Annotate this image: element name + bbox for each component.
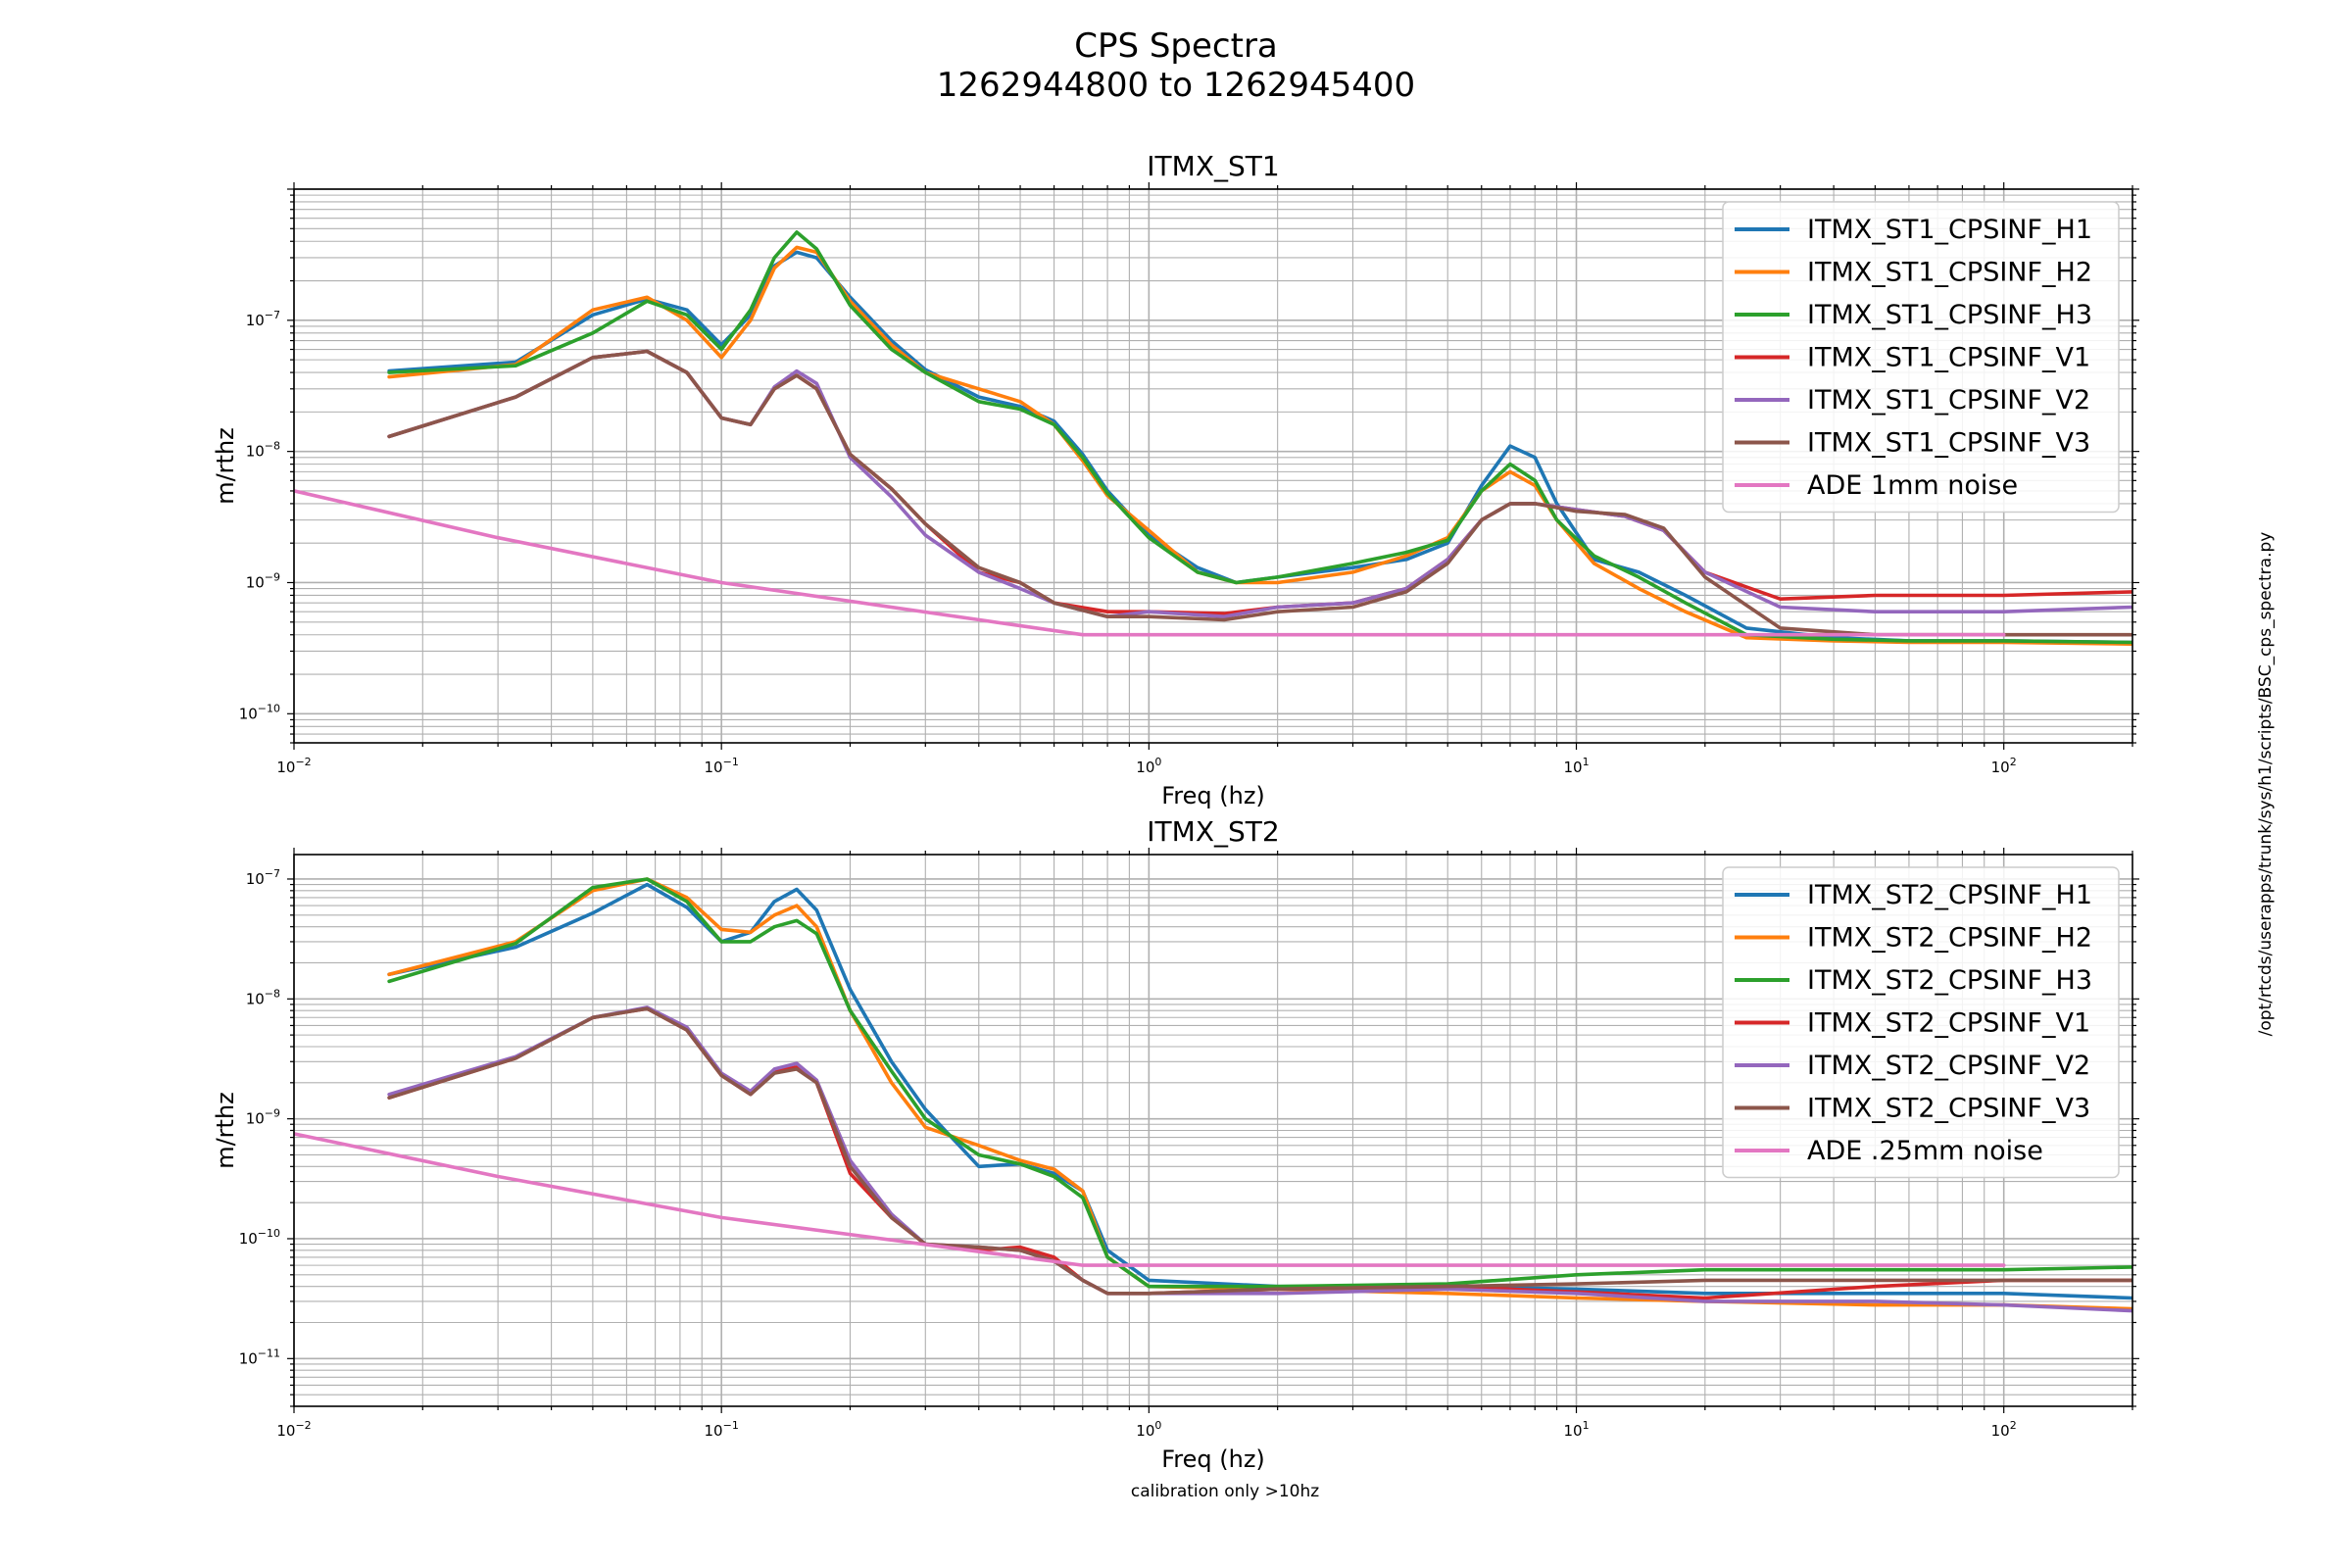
- series-line-6: [387, 349, 2132, 637]
- figure-title-line-2: 1262944800 to 1262945400: [936, 66, 1416, 105]
- x-tick-label: 100: [1136, 1419, 1161, 1440]
- y-tick-label: 10−9: [246, 1107, 280, 1128]
- legend-label: ITMX_ST2_CPSINF_V3: [1807, 1094, 2090, 1124]
- chart-1: 10−2 10−1 100 101 102 10−10 10−9 10−8 10−7 ITMX_S…: [212, 150, 2139, 809]
- legend-label: ADE .25mm noise: [1807, 1136, 2043, 1166]
- legend-label: ITMX_ST1_CPSINF_H1: [1807, 215, 2092, 245]
- series-line-7: [294, 1132, 2006, 1267]
- y-tick-label: 10−8: [246, 440, 280, 461]
- chart-title: ITMX_ST2: [1147, 815, 1279, 848]
- legend-label: ITMX_ST1_CPSINF_V2: [1807, 385, 2090, 416]
- legend-label: ITMX_ST2_CPSINF_H1: [1807, 880, 2092, 910]
- x-axis-label: Freq (hz): [1161, 782, 1265, 809]
- x-tick-label: 102: [1991, 756, 2017, 776]
- legend-label: ITMX_ST2_CPSINF_H2: [1807, 923, 2092, 954]
- legend-label: ITMX_ST2_CPSINF_H3: [1807, 965, 2092, 996]
- legend-label: ITMX_ST1_CPSINF_V1: [1807, 343, 2090, 373]
- series-lines: [294, 230, 2132, 646]
- series-line-2: [387, 245, 2132, 646]
- x-tick-label: 100: [1136, 756, 1161, 776]
- legend: ITMX_ST2_CPSINF_H1 ITMX_ST2_CPSINF_H2 ITMX…: [1722, 866, 2120, 1179]
- y-tick-label: 10−10: [239, 702, 280, 722]
- legend-label: ADE 1mm noise: [1807, 470, 2018, 501]
- y-axis-label: m/rthz: [212, 427, 239, 505]
- y-axis-label: m/rthz: [212, 1092, 239, 1169]
- x-tick-label: 102: [1991, 1419, 2017, 1440]
- y-tick-label: 10−7: [246, 309, 280, 329]
- figure-title-line-1: CPS Spectra: [1074, 26, 1278, 66]
- chart-2: 10−2 10−1 100 101 102 10−11 10−10 10−9 10−8 10−7 I…: [212, 815, 2139, 1473]
- y-tick-label: 10−11: [239, 1347, 280, 1367]
- x-tick-label: 101: [1563, 756, 1589, 776]
- series-lines: [294, 877, 2132, 1313]
- x-tick-label: 10−2: [276, 1419, 311, 1440]
- series-line-7: [294, 489, 2006, 637]
- y-tick-label: 10−10: [239, 1227, 280, 1248]
- legend: ITMX_ST1_CPSINF_H1 ITMX_ST1_CPSINF_H2 ITMX…: [1722, 201, 2120, 514]
- legend-label: ITMX_ST2_CPSINF_V1: [1807, 1008, 2090, 1039]
- legend-label: ITMX_ST1_CPSINF_V3: [1807, 428, 2090, 459]
- x-tick-label: 10−1: [705, 1419, 739, 1440]
- legend-label: ITMX_ST1_CPSINF_H2: [1807, 258, 2092, 288]
- y-tick-label: 10−7: [246, 867, 280, 888]
- y-tick-label: 10−8: [246, 987, 280, 1007]
- axes-frame: [293, 854, 2133, 1407]
- calibration-footnote: calibration only >10hz: [1130, 1482, 1320, 1501]
- series-line-3: [387, 230, 2132, 645]
- x-axis-label: Freq (hz): [1161, 1446, 1265, 1473]
- script-path-label: /opt/rtcds/userapps/trunk/sys/h1/scripts…: [2256, 531, 2276, 1037]
- legend-label: ITMX_ST1_CPSINF_H3: [1807, 300, 2092, 330]
- x-tick-label: 101: [1563, 1419, 1589, 1440]
- legend-box: [1722, 201, 2120, 514]
- axes-frame: [293, 188, 2133, 744]
- x-tick-label: 10−1: [705, 756, 739, 776]
- series-line-3: [387, 877, 2132, 1289]
- legend-box: [1722, 866, 2120, 1179]
- chart-title: ITMX_ST1: [1147, 150, 1279, 182]
- series-line-6: [387, 1006, 2132, 1296]
- x-tick-label: 10−2: [276, 756, 311, 776]
- legend-label: ITMX_ST2_CPSINF_V2: [1807, 1051, 2090, 1081]
- y-tick-label: 10−9: [246, 570, 280, 591]
